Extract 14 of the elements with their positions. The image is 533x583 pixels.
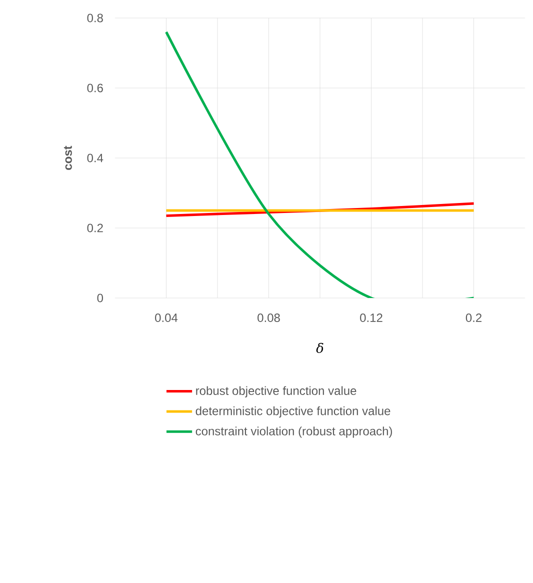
y-tick-label: 0.8 [87,14,103,22]
y-tick-label: 0 [97,294,104,302]
legend-label: deterministic objective function value [196,406,390,418]
y-axis-title: cost [64,146,72,170]
x-axis-title: δ [316,342,324,354]
x-tick-label: 0.08 [258,314,280,322]
x-tick-label: 0.2 [466,314,482,322]
y-tick-label: 0.4 [87,154,104,162]
x-tick-label: 0.04 [155,314,178,322]
y-tick-label: 0.2 [87,224,103,232]
legend-label: constraint violation (robust approach) [196,426,392,438]
legend-label: robust objective function value [196,386,356,398]
y-tick-label: 0.6 [87,84,103,92]
x-tick-label: 0.12 [360,314,382,322]
